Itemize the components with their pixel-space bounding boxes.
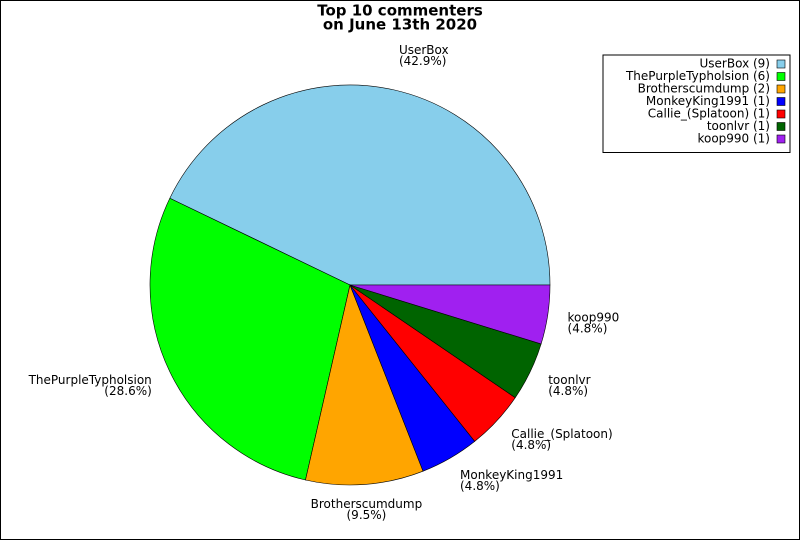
legend-label: toonlvr (1) [707, 119, 770, 133]
legend-swatch [776, 72, 786, 81]
legend-label: Callie_(Splatoon) (1) [648, 107, 770, 121]
legend-swatch [776, 109, 786, 119]
pie-slice [149, 197, 351, 481]
slice-label: ThePurpleTypholsion [28, 373, 152, 387]
slice-percent: (9.5%) [347, 508, 387, 522]
legend-swatch [776, 122, 786, 131]
legend-label: koop990 (1) [697, 132, 770, 146]
chart-title: on June 13th 2020 [323, 16, 477, 34]
slice-percent: (42.9%) [399, 54, 446, 68]
pie-slice [305, 283, 424, 486]
legend-label: UserBox (9) [700, 57, 770, 71]
legend-swatch [776, 84, 786, 94]
pie-slice [349, 284, 551, 345]
slice-label: UserBox [399, 43, 449, 57]
slice-label: toonlvr [548, 373, 590, 387]
slice-label: Callie_(Splatoon) [511, 427, 612, 441]
chart-title: Top 10 commenters [317, 2, 483, 20]
legend-label: MonkeyKing1991 (1) [646, 94, 770, 108]
pie-slice [169, 84, 551, 286]
slice-percent: (4.8%) [548, 384, 588, 398]
slice-percent: (4.8%) [460, 479, 500, 493]
slice-percent: (4.8%) [511, 438, 551, 452]
slice-percent: (4.8%) [568, 321, 608, 335]
slice-label: MonkeyKing1991 [460, 468, 563, 482]
slice-label: Brotherscumdump [311, 497, 423, 511]
legend-swatch [776, 59, 786, 69]
legend-label: Brotherscumdump (2) [638, 82, 770, 96]
slice-label: koop990 [568, 310, 620, 324]
legend-swatch [776, 134, 786, 144]
legend-swatch [776, 97, 786, 106]
legend-label: ThePurpleTypholsion (6) [625, 69, 770, 83]
legend-box [602, 54, 791, 153]
slice-percent: (28.6%) [104, 384, 151, 398]
